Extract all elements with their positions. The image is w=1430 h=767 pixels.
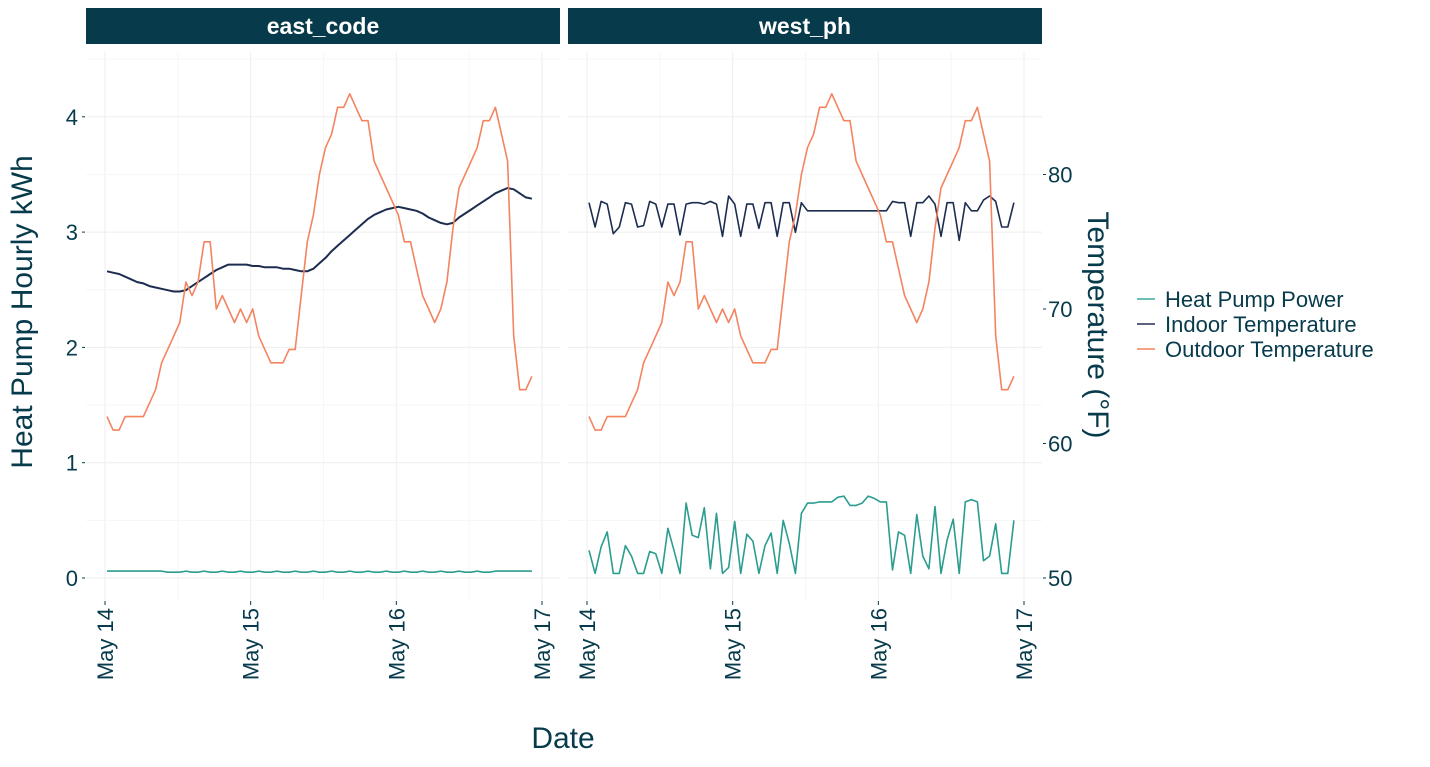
facet-strip — [568, 8, 1042, 44]
y-right-tick-label: 60 — [1048, 432, 1072, 457]
x-tick-label: May 16 — [866, 608, 891, 680]
series-line-outdoor-temperature — [106, 93, 533, 431]
x-tick-label: May 15 — [239, 608, 264, 680]
facet-title: east_code — [267, 13, 380, 39]
x-axis-title: Date — [531, 722, 594, 755]
x-tick-label: May 14 — [575, 608, 600, 680]
facet-title: west_ph — [758, 13, 851, 39]
series-line-outdoor-temperature — [588, 93, 1015, 431]
x-tick-label: May 14 — [93, 608, 118, 680]
legend-label: Heat Pump Power — [1165, 287, 1344, 312]
legend: Heat Pump Power Indoor Temperature Outdo… — [1137, 287, 1374, 362]
y-tick-label: 1 — [66, 451, 78, 476]
y-tick-label: 0 — [66, 566, 78, 591]
x-tick-label: May 16 — [384, 608, 409, 680]
legend-label: Outdoor Temperature — [1165, 337, 1374, 362]
series-line-indoor-temperature — [588, 195, 1015, 242]
x-tick-label: May 15 — [721, 608, 746, 680]
y-tick-label: 3 — [66, 220, 78, 245]
y-right-tick-label: 70 — [1048, 297, 1072, 322]
panel-east_code: east_code May 14 May 15 May 16 May 17 0 1 2 3 4 — [66, 8, 560, 680]
x-tick-label: May 17 — [1012, 608, 1037, 680]
y-right-tick-label: 50 — [1048, 566, 1072, 591]
y-right-tick-label: 80 — [1048, 163, 1072, 188]
legend-label: Indoor Temperature — [1165, 312, 1357, 337]
y-tick-label: 2 — [66, 335, 78, 360]
facet-strip — [86, 8, 560, 44]
series-line-heat-pump-power — [107, 570, 532, 574]
panel-west_ph: west_ph May 14 May 15 May 16 May 17 50 60 70 80 — [568, 8, 1072, 680]
series-line-indoor-temperature — [106, 187, 533, 293]
x-tick-label: May 17 — [530, 608, 555, 680]
y-axis-title: Heat Pump Hourly kWh — [6, 155, 39, 468]
series-line-heat-pump-power — [588, 495, 1015, 575]
y-axis-right-title: Temperature (°F) — [1081, 211, 1114, 438]
y-tick-label: 4 — [66, 105, 78, 130]
